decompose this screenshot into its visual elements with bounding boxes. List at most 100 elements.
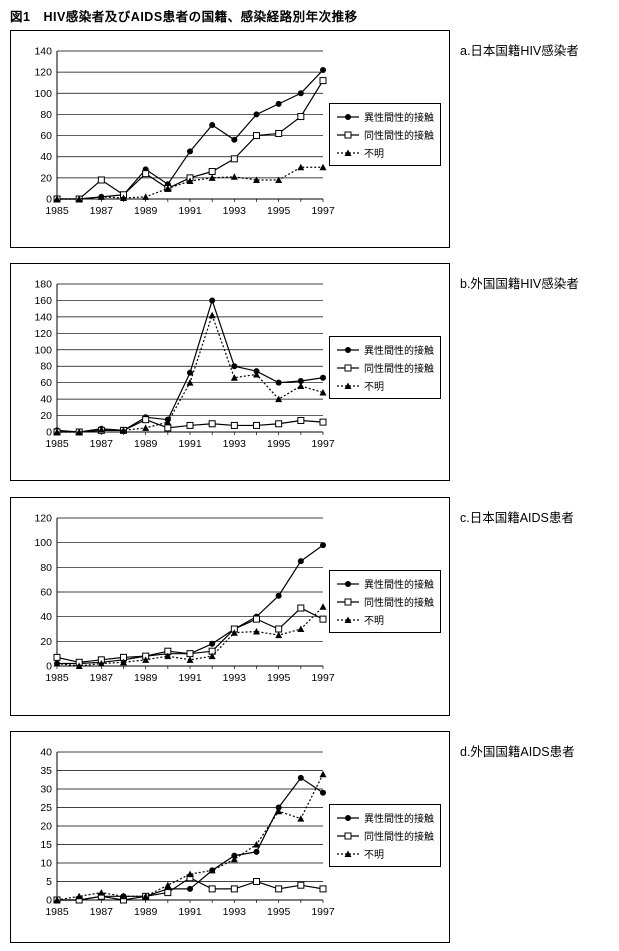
legend-item-2: 不明	[336, 612, 434, 627]
x-tick-label: 1987	[90, 438, 114, 450]
series-1	[53, 604, 327, 666]
x-tick-label: 1995	[267, 672, 291, 684]
y-tick-label: 100	[34, 88, 52, 100]
legend-label: 不明	[364, 149, 384, 160]
y-tick-label: 100	[34, 344, 52, 356]
legend-item-0: 異性間性的接触	[336, 576, 434, 591]
y-tick-label: 20	[40, 636, 52, 648]
x-tick-label: 1985	[45, 438, 69, 450]
chart-label-d: d.外国国籍AIDS患者	[460, 745, 575, 759]
legend-label: 同性間性的接触	[364, 364, 434, 375]
y-tick-label: 180	[34, 279, 52, 291]
chart-panel-a: 0 20 40 60 80 100 120 140 1985 1987 1989 1991 1993 19…	[10, 30, 450, 248]
chart-svg: 0 20 40 60 80 100 120 140 160 180 1985 1987 1989 1991…	[34, 279, 335, 451]
x-tick-label: 1991	[178, 672, 202, 684]
legend-label: 異性間性的接触	[364, 814, 434, 825]
series-2	[53, 163, 327, 202]
chart-panel-c: 0 20 40 60 80 100 120 1985 1987 1989 1991 1993 1995 1…	[10, 497, 450, 716]
x-tick-label: 1991	[178, 906, 202, 918]
legend-label: 不明	[364, 382, 384, 393]
filled-circle-line-icon	[337, 814, 359, 821]
chart-panel-b: 0 20 40 60 80 100 120 140 160 180 1985 1987 1989 1991…	[10, 263, 450, 481]
x-tick-label: 1993	[223, 672, 247, 684]
filled-triangle-dotted-line-icon	[337, 850, 359, 857]
legend-item-0: 異性間性的接触	[336, 810, 434, 825]
x-tick-label: 1995	[267, 438, 291, 450]
filled-triangle-dotted-line-icon	[337, 616, 359, 623]
x-tick-label: 1985	[45, 205, 69, 217]
y-tick-label: 120	[34, 513, 52, 525]
chart-label-c: c.日本国籍AIDS患者	[460, 511, 574, 525]
x-tick-label: 1995	[267, 205, 291, 217]
y-tick-label: 40	[40, 151, 52, 163]
y-tick-label: 140	[34, 46, 52, 58]
legend: 異性間性的接触同性間性的接触不明	[329, 570, 441, 633]
open-square-line-icon	[337, 364, 359, 371]
legend-label: 同性間性的接触	[364, 832, 434, 843]
legend-item-1: 同性間性的接触	[336, 360, 434, 375]
x-tick-label: 1989	[134, 205, 158, 217]
x-tick-label: 1985	[45, 906, 69, 918]
y-tick-label: 120	[34, 67, 52, 79]
filled-circle-line-icon	[337, 346, 359, 353]
y-tick-label: 25	[40, 802, 52, 814]
y-tick-label: 40	[40, 394, 52, 406]
chart-label-b: b.外国国籍HIV感染者	[460, 277, 579, 291]
filled-triangle-dotted-line-icon	[337, 382, 359, 389]
series-0	[54, 542, 326, 667]
x-tick-label: 1987	[90, 906, 114, 918]
x-tick-label: 1991	[178, 438, 202, 450]
y-tick-label: 35	[40, 765, 52, 777]
y-tick-label: 15	[40, 839, 52, 851]
legend-label: 不明	[364, 616, 384, 627]
legend-item-0: 異性間性的接触	[336, 342, 434, 357]
y-tick-label: 80	[40, 109, 52, 121]
series-1	[53, 416, 327, 436]
open-square-line-icon	[337, 598, 359, 605]
y-tick-label: 20	[40, 410, 52, 422]
x-tick-label: 1997	[311, 906, 335, 918]
chart-label-a: a.日本国籍HIV感染者	[460, 44, 579, 58]
filled-circle-line-icon	[337, 580, 359, 587]
y-tick-label: 20	[40, 821, 52, 833]
y-tick-label: 5	[46, 876, 52, 888]
legend-label: 異性間性的接触	[364, 113, 434, 124]
legend-item-1: 同性間性的接触	[336, 828, 434, 843]
x-tick-label: 1993	[223, 438, 247, 450]
series-2	[53, 311, 327, 435]
x-tick-label: 1995	[267, 906, 291, 918]
legend-item-1: 同性間性的接触	[336, 127, 434, 142]
legend-item-1: 同性間性的接触	[336, 594, 434, 609]
x-tick-label: 1989	[134, 438, 158, 450]
y-tick-label: 40	[40, 611, 52, 623]
filled-circle-line-icon	[337, 113, 359, 120]
y-tick-label: 100	[34, 537, 52, 549]
filled-triangle-dotted-line-icon	[337, 149, 359, 156]
chart-svg: 0 5 10 15 20 25 30 35 40 1985 1987 1989 1991 1993 1995…	[40, 747, 335, 919]
legend-label: 異性間性的接触	[364, 580, 434, 591]
x-tick-label: 1989	[134, 672, 158, 684]
y-tick-label: 160	[34, 295, 52, 307]
chart-svg: 0 20 40 60 80 100 120 140 1985 1987 1989 1991 1993 19…	[34, 46, 334, 218]
y-tick-label: 40	[40, 747, 52, 759]
series-2	[53, 770, 327, 903]
legend-label: 同性間性的接触	[364, 131, 434, 142]
legend: 異性間性的接触 同性間性的接触 不明	[329, 103, 441, 166]
x-tick-label: 1987	[90, 205, 114, 217]
legend: 異性間性的接触同性間性的接触 不明	[329, 336, 441, 399]
y-tick-label: 60	[40, 587, 52, 599]
x-tick-label: 1993	[223, 906, 247, 918]
open-square-line-icon	[337, 131, 359, 138]
y-tick-label: 0	[46, 194, 52, 206]
y-tick-label: 0	[46, 895, 52, 907]
gridlines	[57, 517, 323, 667]
chart-svg: 0 20 40 60 80 100 120 1985 1987 1989 1991 1993 1995 1…	[34, 513, 334, 685]
open-square-line-icon	[337, 832, 359, 839]
x-tick-label: 1997	[311, 438, 335, 450]
series-2	[53, 603, 327, 669]
y-tick-label: 0	[46, 427, 52, 439]
y-tick-label: 120	[34, 328, 52, 340]
legend-item-2: 不明	[336, 846, 434, 861]
y-tick-label: 60	[40, 377, 52, 389]
